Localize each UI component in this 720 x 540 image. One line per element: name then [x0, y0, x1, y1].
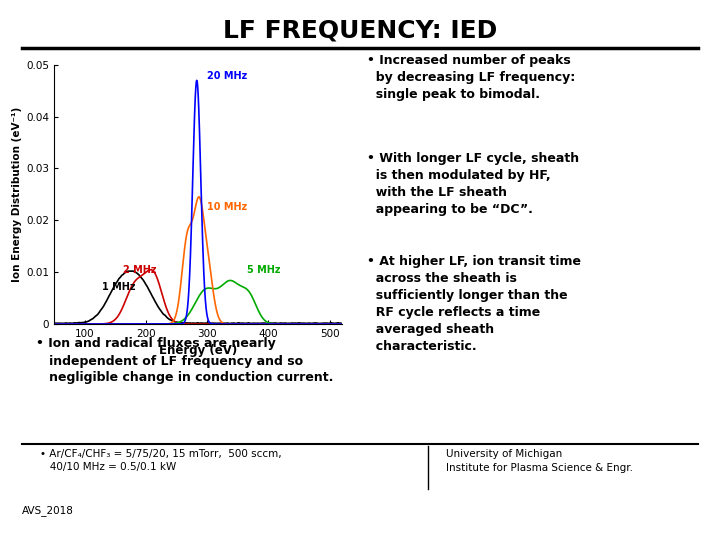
- Text: 2 MHz: 2 MHz: [122, 265, 156, 275]
- Text: • Ion and radical fluxes are nearly
   independent of LF frequency and so
   neg: • Ion and radical fluxes are nearly inde…: [36, 338, 333, 384]
- Text: • At higher LF, ion transit time
  across the sheath is
  sufficiently longer th: • At higher LF, ion transit time across …: [367, 255, 581, 353]
- Text: 1 MHz: 1 MHz: [102, 282, 135, 292]
- Text: University of Michigan
Institute for Plasma Science & Engr.: University of Michigan Institute for Pla…: [446, 449, 634, 473]
- Text: • Increased number of peaks
  by decreasing LF frequency:
  single peak to bimod: • Increased number of peaks by decreasin…: [367, 54, 575, 101]
- Text: 10 MHz: 10 MHz: [207, 202, 247, 212]
- Text: • Ar/CF₄/CHF₃ = 5/75/20, 15 mTorr,  500 sccm,
   40/10 MHz = 0.5/0.1 kW: • Ar/CF₄/CHF₃ = 5/75/20, 15 mTorr, 500 s…: [40, 449, 282, 472]
- Y-axis label: Ion Energy Distribution (eV⁻¹): Ion Energy Distribution (eV⁻¹): [12, 107, 22, 282]
- Text: • With longer LF cycle, sheath
  is then modulated by HF,
  with the LF sheath
 : • With longer LF cycle, sheath is then m…: [367, 152, 580, 217]
- Text: 20 MHz: 20 MHz: [207, 71, 247, 82]
- Text: LF FREQUENCY: IED: LF FREQUENCY: IED: [223, 19, 497, 43]
- X-axis label: Energy (eV): Energy (eV): [159, 345, 237, 357]
- Text: AVS_2018: AVS_2018: [22, 505, 73, 516]
- Text: 5 MHz: 5 MHz: [247, 265, 281, 275]
